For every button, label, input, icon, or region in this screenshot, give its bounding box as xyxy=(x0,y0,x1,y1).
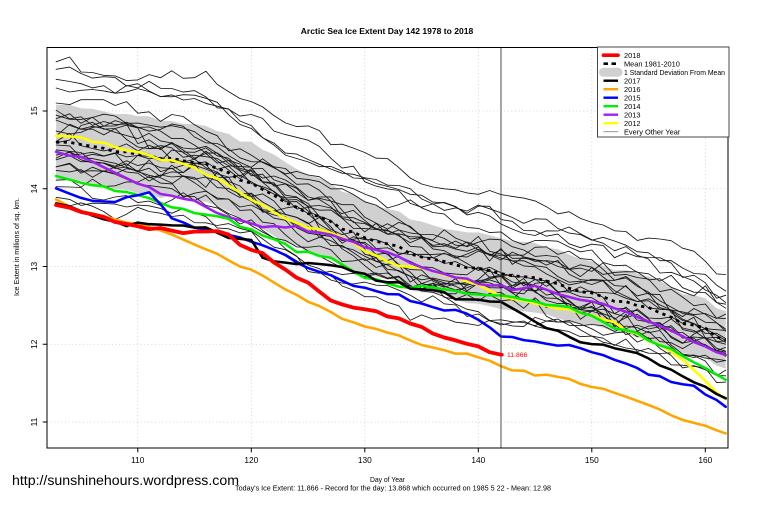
svg-text:2016: 2016 xyxy=(624,85,640,94)
svg-text:2012: 2012 xyxy=(624,119,640,128)
svg-text:Day of Year: Day of Year xyxy=(370,475,405,484)
svg-text:120: 120 xyxy=(244,455,258,465)
svg-text:1 Standard Deviation From Mean: 1 Standard Deviation From Mean xyxy=(624,68,725,77)
svg-text:11.866: 11.866 xyxy=(507,352,528,359)
svg-text:14: 14 xyxy=(29,184,39,194)
svg-text:130: 130 xyxy=(358,455,372,465)
svg-text:12: 12 xyxy=(29,339,39,349)
svg-text:160: 160 xyxy=(698,455,712,465)
svg-text:2014: 2014 xyxy=(624,102,640,111)
svg-text:http://sunshinehours.wordpress: http://sunshinehours.wordpress.com xyxy=(12,473,239,489)
svg-text:2015: 2015 xyxy=(624,93,640,102)
svg-text:Ice Extent in millions of sq.: Ice Extent in millions of sq. km. xyxy=(12,198,21,296)
svg-text:13: 13 xyxy=(29,262,39,272)
svg-text:2017: 2017 xyxy=(624,76,640,85)
svg-text:140: 140 xyxy=(471,455,485,465)
svg-text:Mean 1981-2010: Mean 1981-2010 xyxy=(624,59,680,68)
svg-text:Arctic Sea Ice Extent Day 142: Arctic Sea Ice Extent Day 142 1978 to 20… xyxy=(301,26,474,36)
svg-text:11: 11 xyxy=(29,417,39,426)
svg-text:2018: 2018 xyxy=(624,51,640,60)
svg-text:110: 110 xyxy=(131,455,145,465)
svg-text:Today's Ice Extent: 11.866 -: Today's Ice Extent: 11.866 - Record for … xyxy=(235,483,551,492)
svg-text:15: 15 xyxy=(29,106,39,116)
svg-text:Every Other Year: Every Other Year xyxy=(624,127,681,136)
svg-text:150: 150 xyxy=(585,455,599,465)
svg-text:2013: 2013 xyxy=(624,110,640,119)
